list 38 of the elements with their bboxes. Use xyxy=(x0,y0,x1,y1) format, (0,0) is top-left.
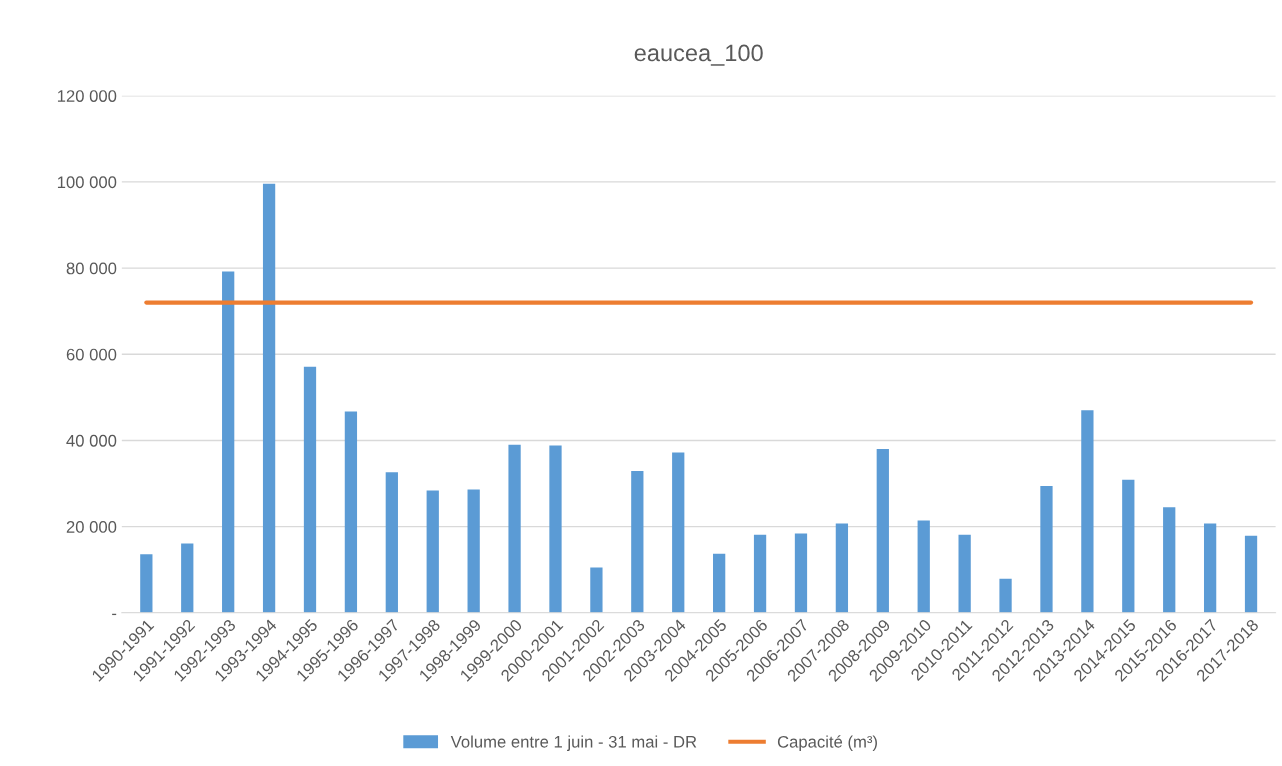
bar xyxy=(1040,486,1053,613)
bar xyxy=(835,523,849,613)
y-tick-label: 60 000 xyxy=(66,348,117,361)
bar xyxy=(262,183,276,613)
bar xyxy=(140,554,153,613)
bar xyxy=(590,567,603,613)
y-tick-label: 20 000 xyxy=(66,521,117,533)
bar xyxy=(713,553,726,613)
bar xyxy=(385,472,398,613)
bar xyxy=(344,411,358,613)
bar xyxy=(1122,479,1135,613)
legend-label: Volume entre 1 juin - 31 mai - DR xyxy=(450,735,697,751)
bar xyxy=(467,489,480,613)
legend-label: Capacité (m³) xyxy=(777,735,877,751)
bar xyxy=(549,445,562,613)
bar xyxy=(303,366,317,613)
bar xyxy=(181,543,194,613)
bar xyxy=(1244,535,1258,613)
y-tick-label: - xyxy=(112,613,117,616)
y-tick-label: 80 000 xyxy=(66,262,117,275)
bar xyxy=(1081,410,1094,613)
bar xyxy=(426,490,439,613)
bar xyxy=(794,533,808,613)
bar xyxy=(1163,507,1176,613)
bar xyxy=(631,471,644,613)
y-tick-label: 40 000 xyxy=(66,434,117,447)
bar xyxy=(876,449,889,613)
bar xyxy=(672,452,685,613)
bar xyxy=(1203,523,1217,613)
bar xyxy=(753,534,767,613)
chart-title: eaucea_100 xyxy=(634,44,763,66)
y-tick-label: 120 000 xyxy=(57,90,117,102)
bar xyxy=(508,444,521,613)
bar xyxy=(958,534,971,613)
bar xyxy=(917,520,930,613)
y-tick-label: 100 000 xyxy=(57,176,117,189)
bar xyxy=(999,578,1012,613)
bar xyxy=(222,271,235,613)
